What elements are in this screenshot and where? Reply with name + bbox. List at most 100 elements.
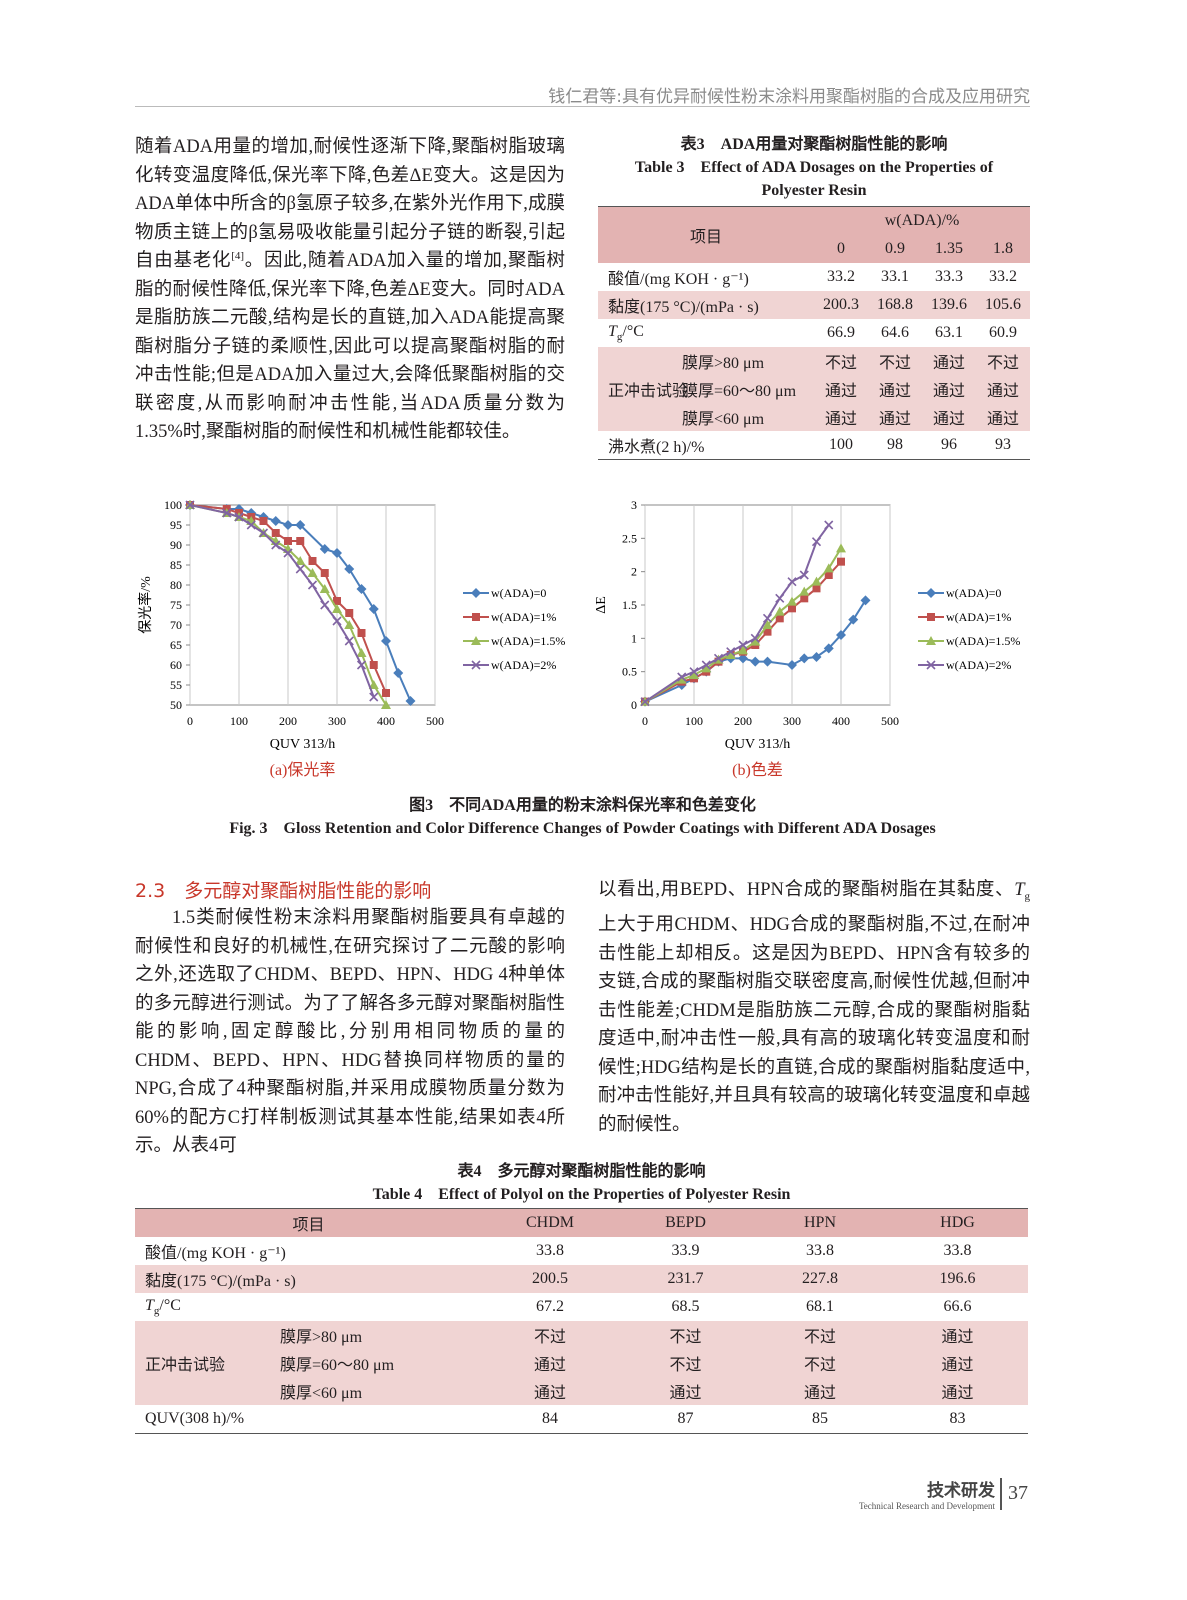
cell: 33.1	[881, 268, 910, 285]
data-point	[799, 653, 810, 664]
header-row: 项目 w(ADA)/%	[598, 206, 1031, 263]
data-point	[344, 636, 354, 646]
data-point	[775, 593, 785, 603]
header-cell: 1.35	[922, 235, 977, 263]
data-point	[763, 627, 772, 636]
figure-caption: 图3 不同ADA用量的粉末涂料保光率和色差变化	[409, 797, 756, 814]
data-point	[381, 700, 391, 709]
cell: 33.8	[536, 1242, 565, 1259]
data-point	[726, 647, 736, 657]
row-label: 黏度(175 °C)/(mPa · s)	[135, 1265, 483, 1293]
cell: 67.2	[536, 1298, 565, 1315]
legend-marker	[472, 613, 480, 621]
legend-marker	[471, 660, 481, 670]
data-point	[676, 674, 687, 684]
table-row: Tg/°C 67.2 68.5 68.1 66.6	[135, 1293, 1028, 1321]
cell: 33.2	[827, 268, 856, 285]
y-tick-label: 1.5	[622, 598, 637, 612]
legend-label: w(ADA)=1.5%	[946, 634, 1020, 648]
data-point	[689, 667, 699, 677]
table-3-block: 表3 ADA用量对聚酯树脂性能的影响 Table 3 Effect of ADA…	[598, 133, 1031, 460]
data-point	[701, 660, 711, 670]
text: 。因此,随着ADA加入量的增加,聚酯树脂的耐候性降低,保光率下降,色差ΔE变大。…	[135, 251, 565, 442]
data-point	[738, 640, 748, 650]
table-title: 表3 ADA用量对聚酯树脂性能的影响	[680, 136, 948, 153]
data-point	[258, 528, 269, 538]
x-tick-label: 0	[642, 714, 648, 728]
y-tick-label: 70	[170, 618, 182, 632]
y-tick-label: 50	[170, 698, 182, 712]
header-row: 项目 CHDM BEPD HPN HDG	[135, 1208, 1029, 1237]
y-tick-label: 2.5	[622, 531, 637, 545]
data-point	[295, 556, 306, 565]
y-tick-label: 0	[631, 698, 637, 712]
table-row: 膜厚<60 μm 通过 通过 通过 通过	[598, 403, 1031, 431]
running-title: 钱仁君等:具有优异耐候性粉末涂料用聚酯树脂的合成及应用研究	[548, 87, 1030, 107]
cell: 通过	[887, 1349, 1029, 1377]
data-point	[283, 548, 293, 558]
cell: 196.6	[887, 1265, 1029, 1293]
legend-marker	[471, 588, 481, 598]
data-point	[640, 697, 650, 707]
legend-marker	[926, 660, 936, 670]
y-tick-label: 0.5	[622, 665, 637, 679]
header-cell: CHDM	[482, 1208, 619, 1237]
y-tick-label: 1	[631, 631, 637, 645]
x-tick-label: 300	[783, 714, 801, 728]
data-point	[320, 600, 330, 610]
data-point	[357, 629, 366, 637]
subcaption: (a)保光率	[270, 761, 336, 779]
group-label: 正冲击试验	[135, 1321, 270, 1405]
y-tick-label: 80	[170, 578, 182, 592]
x-tick-label: 200	[279, 714, 297, 728]
data-point	[824, 520, 834, 530]
cell: 通过	[887, 1321, 1029, 1349]
cell: 不过	[753, 1321, 888, 1349]
cell: 通过	[814, 375, 869, 403]
data-point	[811, 652, 822, 662]
table-title: 表4 多元醇对聚酯树脂性能的影响	[457, 1163, 706, 1180]
row-label: QUV(308 h)/%	[145, 1410, 245, 1427]
data-point	[788, 604, 796, 613]
y-axis-label: 保光率/%	[137, 576, 154, 634]
x-tick-label: 0	[187, 714, 193, 728]
data-point	[345, 609, 354, 617]
y-tick-label: 60	[170, 658, 182, 672]
data-point	[701, 663, 712, 673]
cell: 通过	[976, 403, 1031, 431]
cell: 通过	[922, 347, 977, 375]
citation: [4]	[231, 249, 245, 262]
data-point	[295, 520, 306, 530]
label-part: T	[145, 1296, 154, 1314]
cell: 66.9	[827, 324, 856, 341]
data-point	[382, 689, 390, 697]
text: g	[1024, 890, 1031, 903]
data-point	[836, 630, 846, 640]
y-tick-label: 90	[170, 538, 182, 552]
text: 随着ADA用量的增加,耐候性逐渐下降,聚酯树脂玻璃化转变温度降低,保光率下降,色…	[135, 137, 565, 271]
data-point	[787, 596, 797, 606]
cell: 通过	[922, 403, 977, 431]
cell: 85	[812, 1410, 829, 1427]
row-label: 膜厚<60 μm	[672, 403, 815, 431]
table-title-en: Table 3 Effect of ADA Dosages on the Pro…	[634, 159, 994, 199]
x-tick-label: 500	[426, 714, 444, 728]
data-point	[283, 520, 293, 530]
cell: 通过	[887, 1377, 1029, 1405]
legend-label: w(ADA)=2%	[491, 658, 556, 672]
cell: 68.1	[806, 1298, 835, 1315]
cell: 100	[829, 436, 854, 453]
header-cell: 项目	[598, 206, 815, 263]
data-point	[750, 633, 760, 643]
row-label: 膜厚<60 μm	[270, 1377, 483, 1405]
table-row: Tg/°C 66.9 64.6 63.1 60.9	[598, 319, 1030, 347]
table-row: 膜厚=60～80 μm 通过 通过 通过 通过	[598, 375, 1031, 403]
data-point	[393, 668, 404, 678]
y-tick-label: 75	[170, 598, 182, 612]
x-tick-label: 400	[832, 714, 850, 728]
data-point	[234, 512, 244, 522]
y-tick-label: 65	[170, 638, 182, 652]
header-cell: HPN	[753, 1208, 888, 1237]
data-point	[332, 548, 342, 558]
legend-marker	[926, 588, 936, 598]
